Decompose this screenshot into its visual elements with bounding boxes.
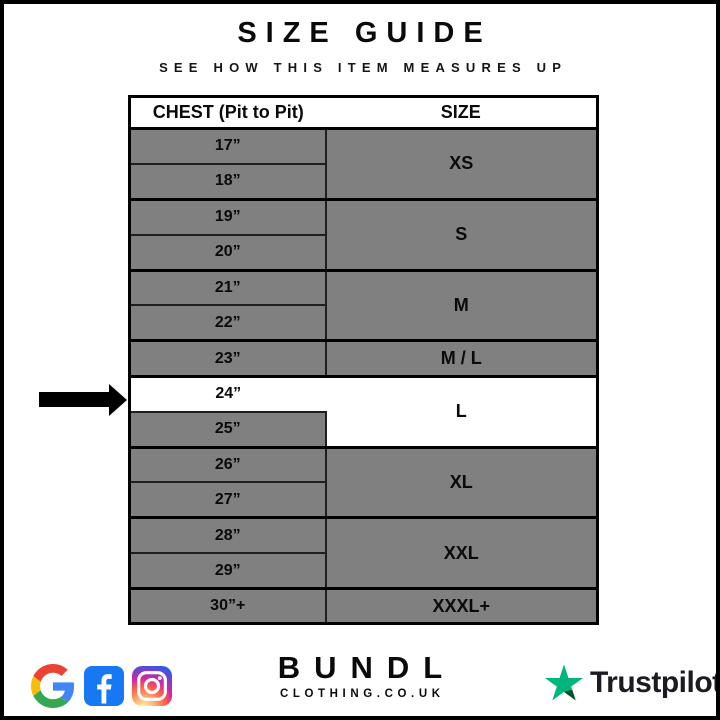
- chest-cell: 28”: [129, 516, 327, 554]
- chest-cell: 17”: [129, 128, 327, 164]
- table-row: 28” XXL: [129, 516, 598, 589]
- brand-wordmark: BUNDL CLOTHING.CO.UK: [4, 652, 716, 700]
- table-row: 17” XS: [129, 128, 598, 200]
- chest-cell: 25”: [129, 410, 327, 448]
- google-icon[interactable]: [31, 664, 75, 708]
- header-size-cell: SIZE: [325, 96, 598, 130]
- size-cell: XXXL+: [325, 587, 598, 624]
- table-row: 20”: [129, 233, 598, 271]
- table-row: 27”: [129, 481, 598, 518]
- chest-cell: 18”: [129, 162, 327, 200]
- chest-cell: 30”+: [129, 587, 327, 624]
- table-row: 25”: [129, 410, 598, 448]
- size-cell: XXL: [325, 516, 598, 589]
- trustpilot-logo[interactable]: Trustpilot: [545, 664, 720, 701]
- table-row: 23” M / L: [129, 339, 598, 377]
- chest-cell: 19”: [129, 197, 327, 235]
- chest-cell-selected: 24”: [129, 374, 326, 412]
- instagram-icon[interactable]: [132, 666, 172, 706]
- table-row: 21” M: [129, 268, 598, 341]
- table-row: 19” S: [129, 197, 598, 271]
- chest-cell: 27”: [129, 481, 327, 518]
- chest-cell: 23”: [129, 339, 327, 377]
- arrow-head: [109, 383, 127, 416]
- size-cell: XL: [325, 445, 598, 518]
- facebook-icon[interactable]: [84, 666, 124, 706]
- page-subtitle: SEE HOW THIS ITEM MEASURES UP: [159, 60, 568, 75]
- chest-cell: 20”: [129, 233, 327, 271]
- size-cell: M / L: [325, 339, 598, 377]
- table-row: 18”: [129, 162, 598, 200]
- arrow-shaft: [39, 392, 109, 407]
- chest-cell: 29”: [129, 552, 327, 589]
- trustpilot-label: Trustpilot: [590, 665, 720, 699]
- page-title: SIZE GUIDE: [237, 17, 492, 49]
- size-table: CHEST (Pit to Pit) SIZE 17” XS 18” 19” S…: [128, 95, 599, 626]
- table-row: 30”+ XXXL+: [129, 587, 598, 624]
- table-row: 22”: [129, 304, 598, 341]
- size-cell-selected: L: [325, 374, 598, 448]
- table-row-selected: 24” L: [129, 374, 598, 448]
- trustpilot-star-icon: [545, 664, 583, 701]
- brand-name: BUNDL: [277, 650, 457, 685]
- chest-cell: 26”: [129, 445, 327, 483]
- chest-cell: 21”: [129, 268, 327, 306]
- size-cell: XS: [325, 128, 598, 200]
- selected-row-arrow-icon: [39, 383, 127, 416]
- chest-cell: 22”: [129, 304, 327, 341]
- size-cell: M: [325, 268, 598, 341]
- table-row: 29”: [129, 552, 598, 589]
- brand-domain: CLOTHING.CO.UK: [279, 688, 445, 700]
- size-cell: S: [325, 197, 598, 271]
- table-row: 26” XL: [129, 445, 598, 518]
- header-chest-cell: CHEST (Pit to Pit): [129, 96, 326, 130]
- table-header-row: CHEST (Pit to Pit) SIZE: [129, 96, 598, 130]
